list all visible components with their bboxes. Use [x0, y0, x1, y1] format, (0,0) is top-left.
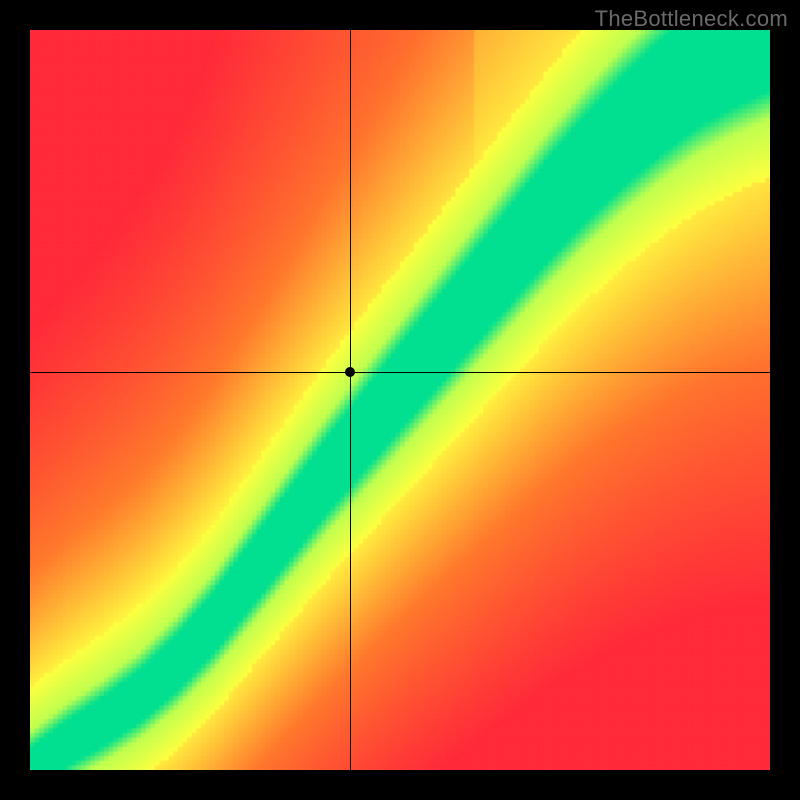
chart-container: TheBottleneck.com: [0, 0, 800, 800]
watermark-text: TheBottleneck.com: [595, 6, 788, 32]
crosshair-horizontal: [30, 372, 770, 373]
marker-dot: [345, 367, 355, 377]
plot-area: [30, 30, 770, 770]
heatmap-canvas: [30, 30, 770, 770]
crosshair-vertical: [350, 30, 351, 770]
